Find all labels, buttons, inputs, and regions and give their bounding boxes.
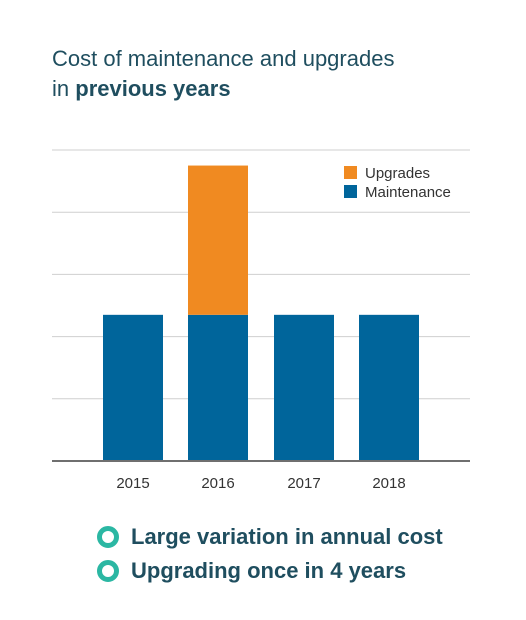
title-line-2-prefix: in xyxy=(52,76,70,101)
bar-maintenance-2016 xyxy=(188,314,248,461)
title-line-1: Cost of maintenance and upgrades xyxy=(52,46,395,71)
x-tick-label: 2016 xyxy=(201,475,234,492)
chart-title: Cost of maintenance and upgrades in prev… xyxy=(52,44,492,104)
bullet-item: Upgrading once in 4 years xyxy=(97,554,517,588)
title-line-2: in previous years xyxy=(52,74,492,104)
x-tick-label: 2015 xyxy=(116,475,149,492)
bullet-list: Large variation in annual cost Upgrading… xyxy=(97,520,517,588)
x-tick-label: 2018 xyxy=(372,475,405,492)
bullet-text: Upgrading once in 4 years xyxy=(131,558,407,583)
legend-label-upgrades: Upgrades xyxy=(365,165,430,182)
legend-swatch-maintenance xyxy=(344,185,357,198)
x-tick-label: 2017 xyxy=(287,475,320,492)
bar-maintenance-2017 xyxy=(274,314,334,461)
circle-bullet-icon xyxy=(97,526,119,548)
bullet-text: Large variation in annual cost xyxy=(131,524,443,549)
legend-label-maintenance: Maintenance xyxy=(365,184,451,201)
title-line-2-bold: previous years xyxy=(75,76,231,101)
bullet-item: Large variation in annual cost xyxy=(97,520,517,554)
bar-maintenance-2015 xyxy=(103,314,163,461)
circle-bullet-icon xyxy=(97,560,119,582)
bar-upgrades-2016 xyxy=(188,165,248,315)
bar-maintenance-2018 xyxy=(359,314,419,461)
legend-swatch-upgrades xyxy=(344,166,357,179)
stacked-bar-chart: 2015 2016 2017 2018 Upgrades Maintenance xyxy=(52,149,470,492)
